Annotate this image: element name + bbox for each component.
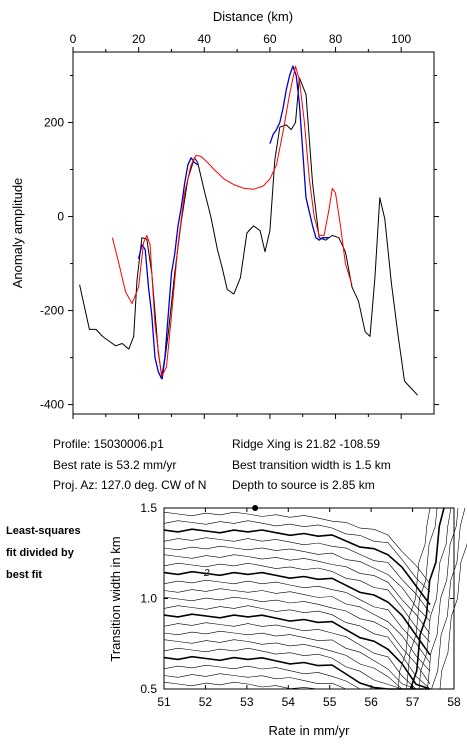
contour-line — [163, 588, 431, 672]
contour-line — [163, 613, 431, 690]
bottom-y-axis-label: Transition width in km — [108, 536, 123, 661]
contour-line — [163, 579, 431, 664]
info-best-rate: Best rate is 53.2 mm/yr — [53, 458, 177, 472]
top-y-tick-label: -400 — [40, 398, 64, 412]
fitted-section-line — [137, 65, 329, 380]
contour-line — [163, 639, 430, 690]
info-ridge-xing: Ridge Xing is 21.82 -108.59 — [232, 437, 381, 451]
contour-line-steep — [409, 507, 445, 690]
model-anomaly-line — [111, 65, 353, 377]
top-y-tick-label: 200 — [44, 116, 64, 130]
contour-line — [163, 622, 430, 690]
top-x-tick-label: 80 — [329, 32, 343, 46]
contour-line — [163, 596, 431, 685]
bottom-x-tick-label: 54 — [282, 695, 296, 709]
bottom-x-axis-label: Rate in mm/yr — [269, 723, 351, 738]
contour-lines — [163, 507, 467, 690]
contour-line — [163, 655, 430, 690]
side-note-line-1: Least-squares — [6, 525, 81, 537]
contour-line — [163, 554, 431, 634]
top-y-axis-label: Anomaly amplitude — [10, 178, 25, 289]
top-series — [79, 65, 418, 396]
contour-line — [163, 605, 431, 690]
contour-line — [163, 570, 431, 656]
top-x-tick-label: 100 — [391, 32, 411, 46]
contour-line — [163, 562, 431, 643]
contour-line — [163, 647, 430, 690]
bottom-x-tick-label: 51 — [157, 695, 171, 709]
info-best-width: Best transition width is 1.5 km — [232, 458, 391, 472]
top-x-tick-label: 60 — [263, 32, 277, 46]
contour-line-steep — [397, 507, 431, 690]
top-x-tick-label: 40 — [198, 32, 212, 46]
anomaly-profile-chart: Distance (km) Anomaly amplitude 0 20 40 60 8… — [10, 9, 439, 419]
contour-line — [163, 545, 431, 622]
bottom-y-tick-label: 1.5 — [140, 501, 157, 515]
contour-line-steep — [406, 507, 438, 690]
top-ticks: 0 20 40 60 80 100 -400 -200 0 200 — [40, 32, 439, 419]
contour-line — [163, 511, 431, 584]
bottom-x-tick-label: 57 — [406, 695, 420, 709]
contour-line — [163, 681, 430, 690]
bottom-x-tick-label: 52 — [199, 695, 213, 709]
side-note-line-2: fit divided by — [6, 547, 74, 559]
observed-anomaly-line — [79, 77, 418, 396]
contour-label: 2 — [203, 568, 210, 579]
top-x-tick-label: 20 — [132, 32, 146, 46]
bottom-x-tick-label: 56 — [364, 695, 378, 709]
info-depth: Depth to source is 2.85 km — [232, 478, 375, 492]
top-x-tick-label: 0 — [70, 32, 77, 46]
contour-line — [163, 673, 430, 690]
contour-line — [163, 664, 430, 690]
top-y-tick-label: -200 — [40, 304, 64, 318]
misfit-contour-chart: 2 Rate in mm/yr Transition width in km 5… — [108, 501, 467, 738]
contour-line-steep — [439, 542, 467, 690]
top-x-axis-label: Distance (km) — [213, 9, 293, 24]
contour-line-steep — [427, 507, 459, 690]
bottom-x-tick-label: 58 — [447, 695, 461, 709]
contour-line-steep — [431, 507, 466, 690]
side-note: Least-squares fit divided by best fit — [6, 520, 81, 586]
contour-line — [163, 630, 430, 690]
bottom-x-tick-label: 53 — [240, 695, 254, 709]
contour-line-steep — [418, 507, 452, 690]
top-y-tick-label: 0 — [57, 210, 64, 224]
bottom-ticks: 51 52 53 54 55 56 57 58 0.5 1.0 1.5 — [140, 501, 461, 709]
best-fit-marker — [252, 505, 259, 511]
contour-line — [163, 537, 431, 614]
top-plot-frame — [72, 51, 435, 415]
contour-line — [163, 520, 431, 593]
contour-line — [163, 528, 431, 606]
side-note-line-3: best fit — [6, 569, 43, 581]
bottom-y-tick-label: 1.0 — [140, 592, 157, 606]
info-proj-az: Proj. Az: 127.0 deg. CW of N — [53, 478, 207, 492]
bottom-x-tick-label: 55 — [323, 695, 337, 709]
info-profile: Profile: 15030006.p1 — [53, 437, 164, 451]
bottom-y-tick-label: 0.5 — [140, 682, 157, 696]
